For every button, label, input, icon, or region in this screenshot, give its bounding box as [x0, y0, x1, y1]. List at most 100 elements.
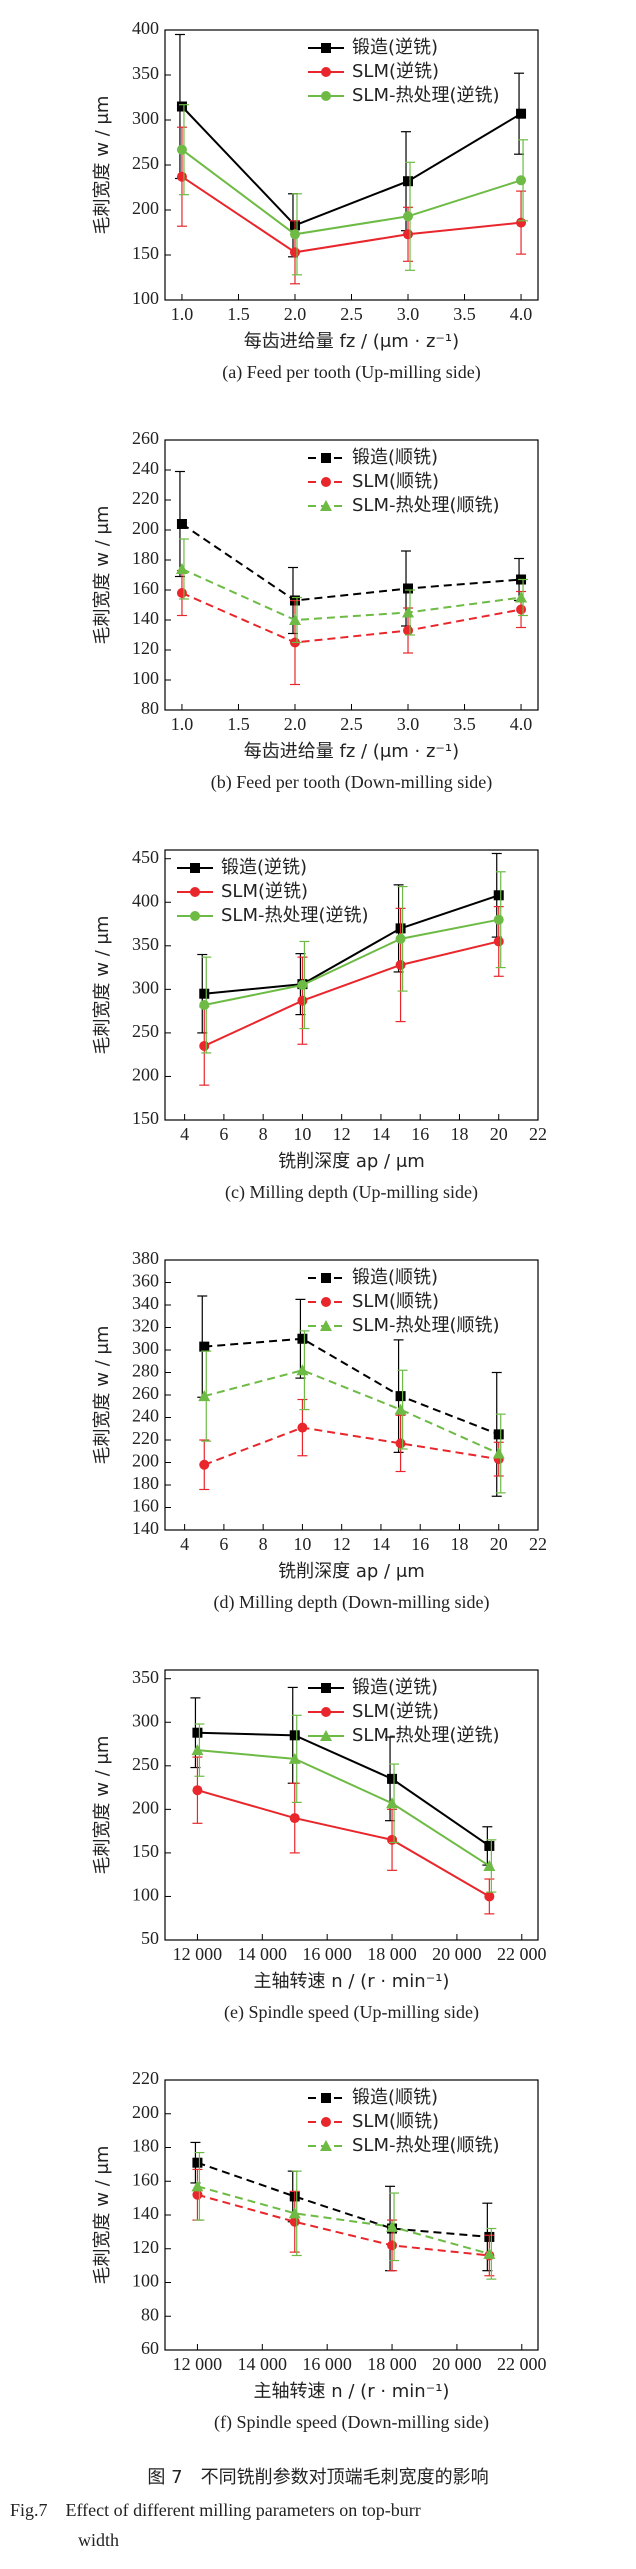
- x-tick-label: 8: [259, 1534, 268, 1554]
- series-line: [197, 2161, 490, 2238]
- marker: [190, 911, 200, 921]
- x-tick-label: 16: [411, 1124, 429, 1144]
- y-axis-label: 毛刺宽度 w / μm: [92, 96, 113, 235]
- marker: [199, 1341, 210, 1352]
- marker: [296, 1364, 309, 1376]
- figure-caption-en: Fig.7 Effect of different milling parame…: [10, 2500, 421, 2520]
- x-axis-label: 每齿进给量 fz / (μm · z⁻¹): [244, 331, 459, 352]
- legend-label: SLM(逆铣): [352, 61, 439, 82]
- y-tick-label: 400: [132, 890, 159, 910]
- marker: [176, 588, 187, 598]
- legend-label: SLM-热处理(逆铣): [352, 1725, 500, 1746]
- x-tick-label: 4: [180, 1534, 189, 1554]
- panel-caption: (e) Spindle speed (Up-milling side): [224, 2002, 479, 2023]
- y-axis-label: 毛刺宽度 w / μm: [92, 1736, 113, 1875]
- panel-caption: (d) Milling depth (Down-milling side): [214, 1592, 490, 1613]
- y-tick-label: 240: [132, 458, 159, 478]
- marker: [288, 1752, 301, 1764]
- marker: [386, 1797, 399, 1809]
- marker: [321, 1273, 331, 1283]
- y-tick-label: 250: [132, 1754, 159, 1774]
- panel-caption: (c) Milling depth (Up-milling side): [225, 1182, 478, 1203]
- chart-panel: 80 100 120 140 160 180 200 220 240 260 1.0 1.5 2.0 2.…: [92, 428, 539, 793]
- y-tick-label: 350: [132, 934, 159, 954]
- chart-panel: 50 100 150 200 250 300 350 12 000 14 000 16 000 18…: [92, 1667, 547, 2023]
- y-tick-label: 200: [132, 1451, 159, 1471]
- x-tick-label: 1.0: [171, 304, 194, 324]
- marker: [176, 101, 187, 112]
- y-tick-label: 160: [132, 2169, 159, 2189]
- legend-label: SLM(顺铣): [352, 1291, 439, 1312]
- marker: [492, 1447, 505, 1459]
- series-line: [204, 894, 500, 995]
- marker: [395, 959, 406, 970]
- x-tick-label: 12: [333, 1124, 351, 1144]
- x-tick-label: 12: [333, 1534, 351, 1554]
- legend-label: 锻造(顺铣): [352, 1267, 438, 1288]
- x-tick-label: 12 000: [173, 2354, 223, 2374]
- marker: [403, 211, 414, 222]
- x-tick-label: 10: [293, 1124, 311, 1144]
- marker: [395, 933, 406, 944]
- x-tick-label: 6: [219, 1534, 228, 1554]
- y-tick-label: 150: [132, 1108, 159, 1128]
- x-tick-label: 10: [293, 1534, 311, 1554]
- x-tick-label: 20: [490, 1124, 508, 1144]
- y-tick-label: 450: [132, 847, 159, 867]
- series-line: [197, 2185, 490, 2255]
- marker: [387, 1834, 398, 1845]
- marker: [483, 2247, 496, 2259]
- y-tick-label: 100: [132, 668, 159, 688]
- marker: [395, 1438, 406, 1449]
- series-line: [181, 175, 522, 254]
- marker: [516, 604, 527, 615]
- legend-label: 锻造(逆铣): [221, 857, 307, 878]
- marker: [516, 175, 527, 186]
- marker: [297, 980, 308, 990]
- y-axis-label: 毛刺宽度 w / μm: [92, 1326, 113, 1465]
- x-tick-label: 12 000: [173, 1944, 223, 1964]
- series-line: [197, 1749, 490, 1867]
- marker: [515, 591, 528, 603]
- series-line: [197, 2193, 490, 2257]
- x-tick-label: 16: [411, 1534, 429, 1554]
- marker: [493, 936, 504, 947]
- marker: [321, 1297, 331, 1307]
- marker: [387, 2240, 398, 2251]
- y-tick-label: 250: [132, 153, 159, 173]
- y-tick-label: 100: [132, 288, 159, 308]
- marker: [199, 988, 210, 999]
- series-line: [197, 1731, 490, 1847]
- marker: [199, 1040, 210, 1051]
- x-tick-label: 1.5: [227, 304, 250, 324]
- x-tick-label: 14 000: [238, 2354, 288, 2374]
- y-tick-label: 320: [132, 1316, 159, 1336]
- marker: [190, 863, 200, 873]
- legend-label: SLM-热处理(顺铣): [352, 1315, 500, 1336]
- y-tick-label: 350: [132, 63, 159, 83]
- y-axis-label: 毛刺宽度 w / μm: [92, 506, 113, 645]
- x-axis-label: 铣削深度 ap / μm: [278, 1561, 425, 1582]
- y-tick-label: 120: [132, 638, 159, 658]
- legend-label: 锻造(逆铣): [352, 1677, 438, 1698]
- x-tick-label: 3.5: [453, 714, 476, 734]
- marker: [190, 887, 200, 897]
- x-tick-label: 22: [529, 1534, 547, 1554]
- marker: [192, 1727, 203, 1738]
- y-tick-label: 100: [132, 2271, 159, 2291]
- x-tick-label: 3.0: [397, 304, 420, 324]
- y-tick-label: 180: [132, 1473, 159, 1493]
- x-tick-label: 22 000: [497, 1944, 547, 1964]
- y-tick-label: 180: [132, 2136, 159, 2156]
- marker: [199, 1459, 210, 1470]
- marker: [394, 1403, 407, 1415]
- marker: [483, 1859, 496, 1871]
- marker: [297, 995, 308, 1006]
- marker: [493, 1429, 504, 1440]
- chart-panel: 100 150 200 250 300 350 400 1.0 1.5 2.0 2.5 3.0 3.5 4…: [92, 18, 539, 383]
- x-tick-label: 14: [372, 1534, 390, 1554]
- y-tick-label: 200: [132, 1065, 159, 1085]
- series-line: [181, 568, 522, 622]
- marker: [484, 1891, 495, 1902]
